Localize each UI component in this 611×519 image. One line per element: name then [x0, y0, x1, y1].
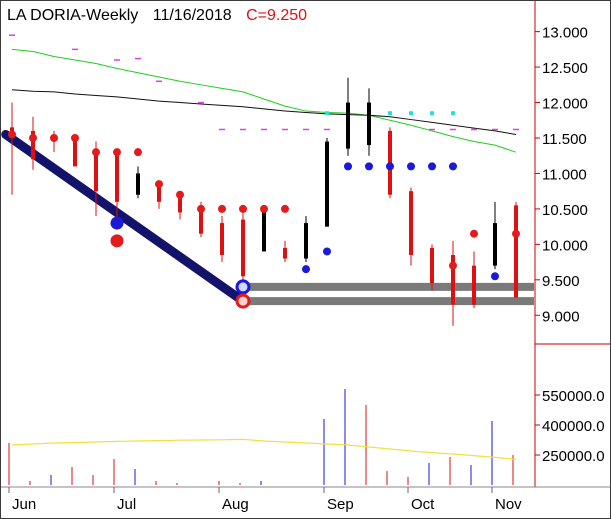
blue-signal-dot: [491, 272, 499, 281]
price-bar-body: [31, 130, 35, 160]
red-signal-dot: [29, 134, 37, 142]
price-bar-body: [451, 255, 455, 305]
price-bar-body: [94, 152, 98, 192]
red-signal-dot: [8, 130, 16, 139]
x-tick-label: Sep: [327, 496, 354, 513]
red-signal-dot: [155, 180, 163, 189]
price-bar-body: [367, 102, 371, 146]
price-tick-label: 11.000: [542, 166, 587, 183]
volume-tick-label: 400000.0: [542, 418, 605, 435]
close-price: C=9.250: [246, 7, 308, 24]
price-bar-body: [241, 219, 245, 277]
volume-average-line: [11, 438, 517, 460]
price-bar-body: [199, 205, 203, 234]
large-red-dot: [110, 234, 124, 248]
blue-signal-dot: [302, 265, 310, 274]
cyan-marker: [409, 111, 413, 116]
moving-average-green: [11, 48, 517, 153]
cyan-marker: [388, 111, 392, 116]
price-tick-label: 12.500: [542, 60, 588, 77]
support-marker-red: [235, 293, 251, 309]
red-signal-dot: [260, 204, 268, 213]
price-bar-body: [472, 265, 476, 305]
blue-signal-dot: [386, 162, 394, 171]
cyan-marker: [325, 111, 329, 116]
moving-average-black: [11, 89, 517, 135]
cyan-marker: [430, 111, 434, 116]
red-signal-dot: [281, 204, 289, 213]
chart-header: LA DORIA-Weekly 11/16/2018 C=9.250: [7, 7, 317, 25]
volume-tick-label: 550000.0: [542, 388, 605, 405]
red-signal-dot: [50, 134, 58, 142]
price-bar-body: [409, 191, 413, 255]
price-tick-label: 9.500: [542, 273, 580, 290]
red-signal-dot: [218, 204, 226, 213]
blue-signal-dot: [428, 162, 436, 171]
red-signal-dot: [449, 261, 457, 270]
price-bar-body: [430, 247, 434, 284]
downtrend-line: [1, 129, 248, 306]
red-signal-dot: [71, 134, 79, 142]
price-bar-body: [304, 223, 308, 259]
symbol-title: LA DORIA-Weekly: [7, 7, 139, 24]
red-signal-dot: [470, 229, 478, 238]
red-signal-dot: [239, 204, 247, 213]
price-tick-label: 11.500: [542, 131, 587, 148]
blue-signal-dot: [449, 162, 457, 171]
x-tick-label: Nov: [495, 496, 522, 513]
red-signal-dot: [113, 148, 121, 157]
volume-tick-label: 250000.0: [542, 448, 605, 465]
chart-date: 11/16/2018: [152, 7, 232, 24]
blue-signal-dot: [344, 162, 352, 171]
x-tick-label: Aug: [222, 496, 249, 513]
price-bar-body: [178, 194, 182, 213]
red-signal-dot: [134, 148, 142, 157]
cyan-marker: [451, 111, 455, 116]
price-tick-label: 9.000: [542, 308, 580, 325]
large-blue-dot: [110, 216, 124, 230]
price-bar-body: [136, 173, 140, 195]
price-tick-label: 10.000: [542, 237, 588, 254]
price-bar-body: [115, 152, 119, 202]
blue-signal-dot: [365, 162, 373, 171]
red-signal-dot: [512, 229, 520, 238]
price-tick-label: 13.000: [542, 25, 588, 42]
price-bar-body: [514, 205, 518, 298]
blue-signal-dot: [323, 247, 331, 256]
blue-signal-dot: [407, 162, 415, 171]
price-bar-body: [157, 184, 161, 202]
price-bar-body: [283, 247, 287, 259]
x-tick-label: Jun: [12, 496, 36, 513]
price-bar-body: [73, 138, 77, 167]
price-bar-body: [220, 223, 224, 255]
price-bar-body: [325, 141, 329, 227]
price-bar-body: [493, 223, 497, 266]
red-signal-dot: [92, 148, 100, 157]
price-tick-label: 12.000: [542, 96, 588, 113]
support-marker-blue: [235, 279, 251, 295]
price-bar-body: [346, 102, 350, 149]
price-tick-label: 10.500: [542, 202, 588, 219]
x-tick-label: Oct: [411, 496, 435, 513]
x-tick-label: Jul: [117, 496, 136, 513]
red-signal-dot: [176, 190, 184, 199]
red-signal-dot: [197, 204, 205, 213]
price-bar-body: [262, 212, 266, 252]
